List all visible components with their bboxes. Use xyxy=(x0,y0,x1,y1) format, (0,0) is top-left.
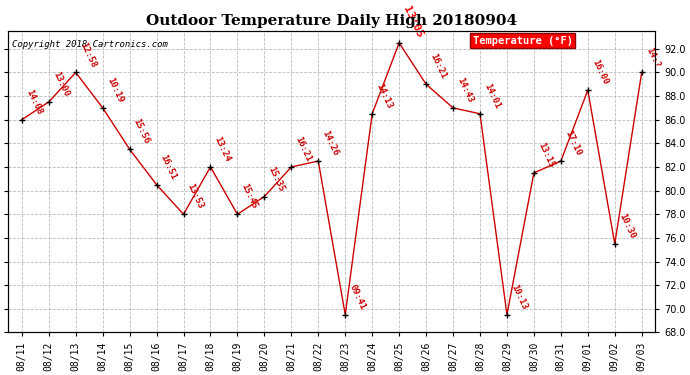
Text: 14:43: 14:43 xyxy=(455,76,475,104)
Text: 12:58: 12:58 xyxy=(78,41,97,69)
Text: 10:19: 10:19 xyxy=(105,76,124,104)
Text: 14:08: 14:08 xyxy=(24,88,43,116)
Text: 09:41: 09:41 xyxy=(347,283,367,311)
Text: 15:35: 15:35 xyxy=(266,165,286,193)
Text: 16:51: 16:51 xyxy=(159,153,178,181)
Text: 13:53: 13:53 xyxy=(186,183,205,211)
Text: 16:21: 16:21 xyxy=(428,53,448,81)
Text: 10:30: 10:30 xyxy=(617,212,636,240)
Text: 15:56: 15:56 xyxy=(132,117,151,146)
Text: 13:15: 13:15 xyxy=(536,141,555,170)
Title: Outdoor Temperature Daily High 20180904: Outdoor Temperature Daily High 20180904 xyxy=(146,15,518,28)
Text: 14:26: 14:26 xyxy=(320,129,340,158)
Text: 10:13: 10:13 xyxy=(509,283,529,311)
Text: 14:?: 14:? xyxy=(644,46,661,69)
Text: Temperature (°F): Temperature (°F) xyxy=(473,36,573,46)
Text: 16:00: 16:00 xyxy=(590,58,609,87)
Text: 15:45: 15:45 xyxy=(239,183,259,211)
Text: 14:13: 14:13 xyxy=(375,82,394,110)
Text: 13:00: 13:00 xyxy=(51,70,70,98)
Text: 14:01: 14:01 xyxy=(482,82,502,110)
Text: 13:24: 13:24 xyxy=(213,135,232,164)
Text: 17:10: 17:10 xyxy=(563,129,582,158)
Text: 13:05: 13:05 xyxy=(402,4,424,39)
Text: Copyright 2018 Cartronics.com: Copyright 2018 Cartronics.com xyxy=(12,40,168,49)
Text: 16:21: 16:21 xyxy=(293,135,313,164)
